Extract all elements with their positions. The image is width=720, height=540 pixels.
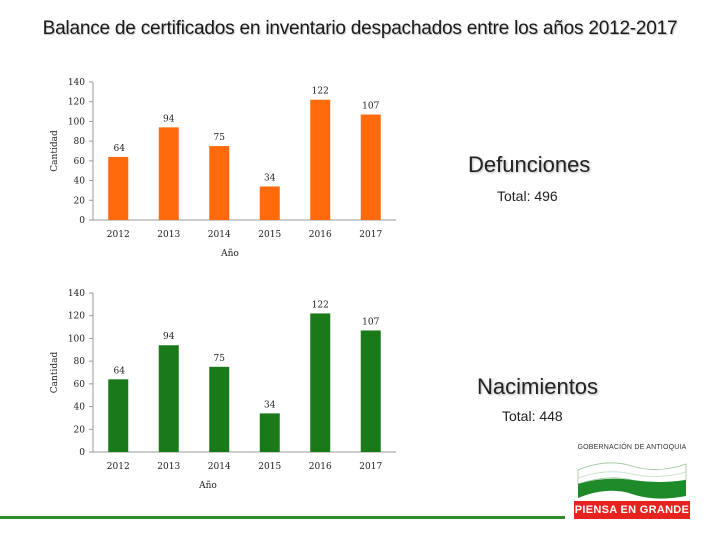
nacimientos-bar-2012 xyxy=(108,379,129,452)
nacimientos-bar-2017 xyxy=(360,330,381,452)
defunciones-category-label: 2014 xyxy=(208,230,231,240)
defunciones-y-tick-label: 40 xyxy=(74,177,86,187)
nacimientos-category-label: 2016 xyxy=(309,462,332,472)
nacimientos-y-tick-label: 80 xyxy=(74,357,86,367)
nacimientos-data-label: 64 xyxy=(114,366,126,376)
defunciones-data-label: 75 xyxy=(214,133,226,143)
nacimientos-data-label: 94 xyxy=(163,332,175,342)
nacimientos-category-label: 2013 xyxy=(157,462,180,472)
nacimientos-bar-2013 xyxy=(158,345,179,452)
defunciones-y-tick-label: 20 xyxy=(74,196,86,206)
nacimientos-total-value: 448 xyxy=(539,408,563,424)
defunciones-bar-2016 xyxy=(310,99,331,220)
defunciones-y-tick-label: 80 xyxy=(74,137,86,147)
defunciones-category-label: 2012 xyxy=(107,230,130,240)
nacimientos-bar-2016 xyxy=(310,313,331,452)
defunciones-total: Total: 496 xyxy=(497,188,558,204)
nacimientos-y-tick-label: 140 xyxy=(68,289,85,299)
defunciones-data-label: 122 xyxy=(312,87,329,97)
nacimientos-total-label: Total: xyxy=(502,408,536,424)
defunciones-category-label: 2015 xyxy=(258,230,281,240)
nacimientos-y-tick-label: 120 xyxy=(68,312,85,322)
defunciones-title: Defunciones xyxy=(468,152,591,177)
footer-divider xyxy=(0,516,565,519)
defunciones-bar-2017 xyxy=(360,114,381,220)
nacimientos-category-label: 2014 xyxy=(208,462,231,472)
nacimientos-title: Nacimientos xyxy=(477,374,599,399)
defunciones-bar-2013 xyxy=(158,127,179,220)
defunciones-category-label: 2017 xyxy=(359,230,382,240)
defunciones-bar-2014 xyxy=(209,146,230,220)
defunciones-category-label: 2013 xyxy=(157,230,180,240)
defunciones-y-tick-label: 60 xyxy=(74,157,86,167)
defunciones-total-value: 496 xyxy=(534,188,558,204)
nacimientos-y-tick-label: 40 xyxy=(74,403,86,413)
nacimientos-y-tick-label: 0 xyxy=(79,448,85,458)
gobernacion-antioquia-logo: GOBERNACIÓN DE ANTIOQUIA PIENSA EN GRAND… xyxy=(572,444,692,522)
nacimientos-category-label: 2012 xyxy=(107,462,130,472)
defunciones-total-label: Total: xyxy=(497,188,531,204)
nacimientos-data-label: 75 xyxy=(214,354,226,364)
defunciones-category-label: 2016 xyxy=(309,230,332,240)
nacimientos-y-tick-label: 100 xyxy=(68,334,85,344)
defunciones-data-label: 107 xyxy=(362,102,379,112)
defunciones-y-axis-title: Cantidad xyxy=(50,130,60,172)
nacimientos-total: Total: 448 xyxy=(502,408,563,424)
defunciones-y-tick-label: 100 xyxy=(68,117,85,127)
defunciones-x-axis-title: Año xyxy=(220,249,239,259)
nacimientos-x-axis-title: Año xyxy=(198,481,217,491)
defunciones-y-tick-label: 140 xyxy=(68,78,85,88)
nacimientos-data-label: 122 xyxy=(312,300,329,310)
defunciones-bar-2015 xyxy=(259,186,280,220)
logo-banner: PIENSA EN GRANDE xyxy=(574,501,690,519)
antioquia-flag-icon xyxy=(577,462,687,499)
logo-top-text: GOBERNACIÓN DE ANTIOQUIA xyxy=(577,444,687,451)
defunciones-data-label: 64 xyxy=(114,144,126,154)
page-title: Balance de certificados en inventario de… xyxy=(42,18,678,39)
nacimientos-category-label: 2017 xyxy=(359,462,382,472)
nacimientos-data-label: 34 xyxy=(264,400,276,410)
nacimientos-bar-2015 xyxy=(259,413,280,452)
defunciones-bar-2012 xyxy=(108,156,129,220)
nacimientos-data-label: 107 xyxy=(362,317,379,327)
defunciones-y-tick-label: 0 xyxy=(79,216,85,226)
nacimientos-y-tick-label: 20 xyxy=(74,425,86,435)
nacimientos-y-axis-title: Cantidad xyxy=(50,352,60,394)
nacimientos-y-tick-label: 60 xyxy=(74,380,86,390)
defunciones-y-tick-label: 120 xyxy=(68,98,85,108)
defunciones-data-label: 94 xyxy=(163,114,175,124)
defunciones-data-label: 34 xyxy=(264,173,276,183)
nacimientos-bar-2014 xyxy=(209,366,230,452)
nacimientos-category-label: 2015 xyxy=(258,462,281,472)
